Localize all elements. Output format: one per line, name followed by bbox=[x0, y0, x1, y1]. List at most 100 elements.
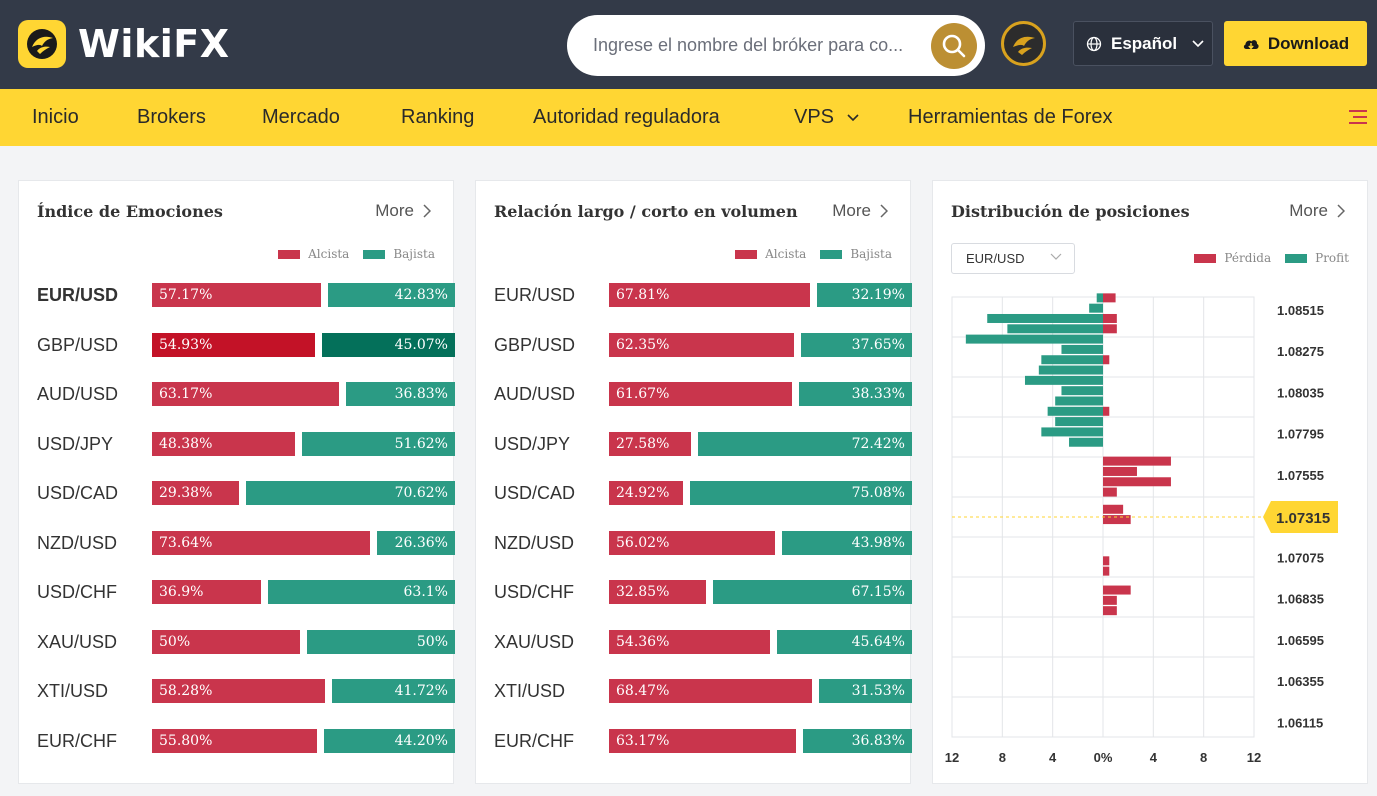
bull-bar: 36.9% bbox=[152, 580, 262, 604]
profit-bar bbox=[1038, 365, 1103, 375]
x-tick-label: 12 bbox=[1247, 750, 1261, 765]
bull-bar: 24.92% bbox=[609, 481, 683, 505]
ratio-row[interactable]: NZD/USD 56.02% 43.98% bbox=[494, 530, 912, 555]
profit-bar bbox=[1061, 386, 1103, 396]
search-box bbox=[567, 15, 985, 76]
bear-bar: 51.62% bbox=[302, 431, 455, 456]
nav-item-autoridad-reguladora[interactable]: Autoridad reguladora bbox=[533, 106, 720, 128]
ratio-row[interactable]: EUR/USD 67.81% 32.19% bbox=[494, 283, 912, 307]
pair-label: USD/JPY bbox=[494, 433, 571, 454]
nav-item-herramientas-de-forex[interactable]: Herramientas de Forex bbox=[908, 106, 1113, 128]
bull-bar: 58.28% bbox=[152, 679, 325, 703]
distribution-panel: Distribución de posiciones More EUR/USD … bbox=[932, 180, 1368, 784]
volume-panel: Relación largo / corto en volumen More A… bbox=[475, 180, 912, 784]
pair-select[interactable]: EUR/USD bbox=[951, 243, 1075, 274]
bull-bar: 32.85% bbox=[609, 580, 707, 604]
bull-bar: 67.81% bbox=[609, 283, 810, 307]
ratio-row[interactable]: EUR/CHF 55.80% 44.20% bbox=[37, 728, 455, 753]
loss-bar bbox=[1103, 487, 1117, 497]
price-tick-label: 1.06835 bbox=[1277, 592, 1324, 607]
price-tick-label: 1.06595 bbox=[1277, 633, 1324, 648]
download-label: Download bbox=[1267, 33, 1350, 53]
ratio-row[interactable]: USD/CHF 32.85% 67.15% bbox=[494, 580, 912, 604]
language-selector[interactable]: Español bbox=[1073, 21, 1213, 66]
pair-label: USD/CAD bbox=[37, 483, 119, 503]
pair-label: GBP/USD bbox=[37, 334, 119, 355]
more-link[interactable]: More bbox=[832, 201, 888, 221]
panel-title: Relación largo / corto en volumen bbox=[494, 202, 798, 221]
logo[interactable]: WikiFX bbox=[18, 20, 230, 68]
main-nav: Inicio Brokers Mercado Ranking Autoridad… bbox=[0, 89, 1377, 146]
ratio-row[interactable]: XAU/USD 50% 50% bbox=[37, 629, 455, 654]
ratio-row[interactable]: AUD/USD 63.17% 36.83% bbox=[37, 382, 455, 406]
bear-bar: 75.08% bbox=[689, 481, 912, 505]
more-label: More bbox=[1289, 201, 1328, 220]
ratio-row[interactable]: EUR/CHF 63.17% 36.83% bbox=[494, 728, 912, 753]
ratio-row[interactable]: USD/JPY 48.38% 51.62% bbox=[37, 431, 455, 456]
legend-swatch-bull bbox=[278, 249, 301, 259]
ratio-row[interactable]: XAU/USD 54.36% 45.64% bbox=[494, 629, 912, 654]
nav-item-inicio[interactable]: Inicio bbox=[32, 106, 79, 128]
profit-bar bbox=[1089, 303, 1103, 313]
nav-item-mercado[interactable]: Mercado bbox=[262, 106, 340, 128]
profit-bar bbox=[1007, 324, 1103, 334]
ratio-row[interactable]: USD/CAD 24.92% 75.08% bbox=[494, 481, 912, 505]
nav-item-vps[interactable]: VPS bbox=[794, 106, 860, 129]
nav-item-brokers[interactable]: Brokers bbox=[137, 106, 206, 128]
pair-label: XAU/USD bbox=[37, 631, 118, 652]
user-avatar[interactable] bbox=[1001, 21, 1046, 66]
legend: Alcista Bajista bbox=[735, 247, 892, 261]
bear-bar: 44.20% bbox=[324, 728, 455, 753]
price-tick-label: 1.07795 bbox=[1277, 427, 1324, 442]
pair-label: NZD/USD bbox=[37, 532, 117, 553]
ratio-row[interactable]: XTI/USD 58.28% 41.72% bbox=[37, 679, 455, 703]
legend-label-loss: Pérdida bbox=[1224, 251, 1272, 265]
x-tick-label: 12 bbox=[945, 750, 959, 765]
bear-bar: 42.83% bbox=[328, 283, 455, 307]
more-link[interactable]: More bbox=[1289, 201, 1345, 221]
ratio-row[interactable]: USD/CAD 29.38% 70.62% bbox=[37, 481, 455, 505]
download-button[interactable]: Download bbox=[1224, 21, 1367, 66]
legend-label-bull: Alcista bbox=[765, 247, 807, 261]
profit-bar bbox=[1041, 355, 1103, 365]
x-tick-label: 8 bbox=[999, 750, 1006, 765]
chevron-down-icon bbox=[1050, 253, 1062, 260]
hamburger-menu-icon[interactable] bbox=[1348, 109, 1368, 125]
legend-label-bull: Alcista bbox=[308, 247, 350, 261]
x-tick-label: 4 bbox=[1049, 750, 1057, 765]
profit-bar bbox=[1069, 437, 1103, 447]
globe-icon bbox=[1086, 36, 1102, 51]
ratio-row[interactable]: NZD/USD 73.64% 26.36% bbox=[37, 530, 455, 555]
price-tick-label: 1.08035 bbox=[1277, 385, 1324, 400]
ratio-row[interactable]: EUR/USD 57.17% 42.83% bbox=[37, 283, 455, 307]
bull-bar: 48.38% bbox=[152, 431, 296, 456]
bear-bar: 41.72% bbox=[331, 679, 455, 703]
profit-bar bbox=[1055, 396, 1103, 406]
profit-bar bbox=[1096, 293, 1103, 303]
bull-bar: 50% bbox=[152, 629, 300, 654]
ratio-row[interactable]: AUD/USD 61.67% 38.33% bbox=[494, 382, 912, 406]
ratio-row[interactable]: GBP/USD 54.93% 45.07% bbox=[37, 332, 455, 357]
bear-bar: 36.83% bbox=[345, 382, 455, 406]
search-button[interactable] bbox=[931, 23, 977, 69]
eagle-avatar-icon bbox=[1012, 36, 1035, 55]
bull-bar: 68.47% bbox=[609, 679, 812, 703]
loss-bar bbox=[1103, 585, 1131, 595]
nav-item-ranking[interactable]: Ranking bbox=[401, 106, 475, 128]
bull-bar: 55.80% bbox=[152, 728, 318, 753]
search-input[interactable] bbox=[593, 29, 933, 61]
ratio-row[interactable]: GBP/USD 62.35% 37.65% bbox=[494, 332, 912, 357]
nav-item-vps-label: VPS bbox=[794, 106, 835, 128]
chevron-right-icon bbox=[880, 204, 888, 218]
price-tick-label: 1.06115 bbox=[1277, 715, 1323, 730]
ratio-row[interactable]: USD/JPY 27.58% 72.42% bbox=[494, 431, 912, 456]
search-icon bbox=[942, 34, 966, 58]
chevron-down-icon bbox=[847, 114, 859, 122]
bull-bar: 27.58% bbox=[609, 431, 691, 456]
ratio-row[interactable]: XTI/USD 68.47% 31.53% bbox=[494, 679, 912, 703]
ratio-row[interactable]: USD/CHF 36.9% 63.1% bbox=[37, 580, 455, 604]
pair-label: USD/CHF bbox=[37, 582, 117, 602]
bull-bar: 56.02% bbox=[609, 530, 775, 555]
more-link[interactable]: More bbox=[375, 201, 431, 221]
legend-label-bear: Bajista bbox=[850, 247, 892, 261]
